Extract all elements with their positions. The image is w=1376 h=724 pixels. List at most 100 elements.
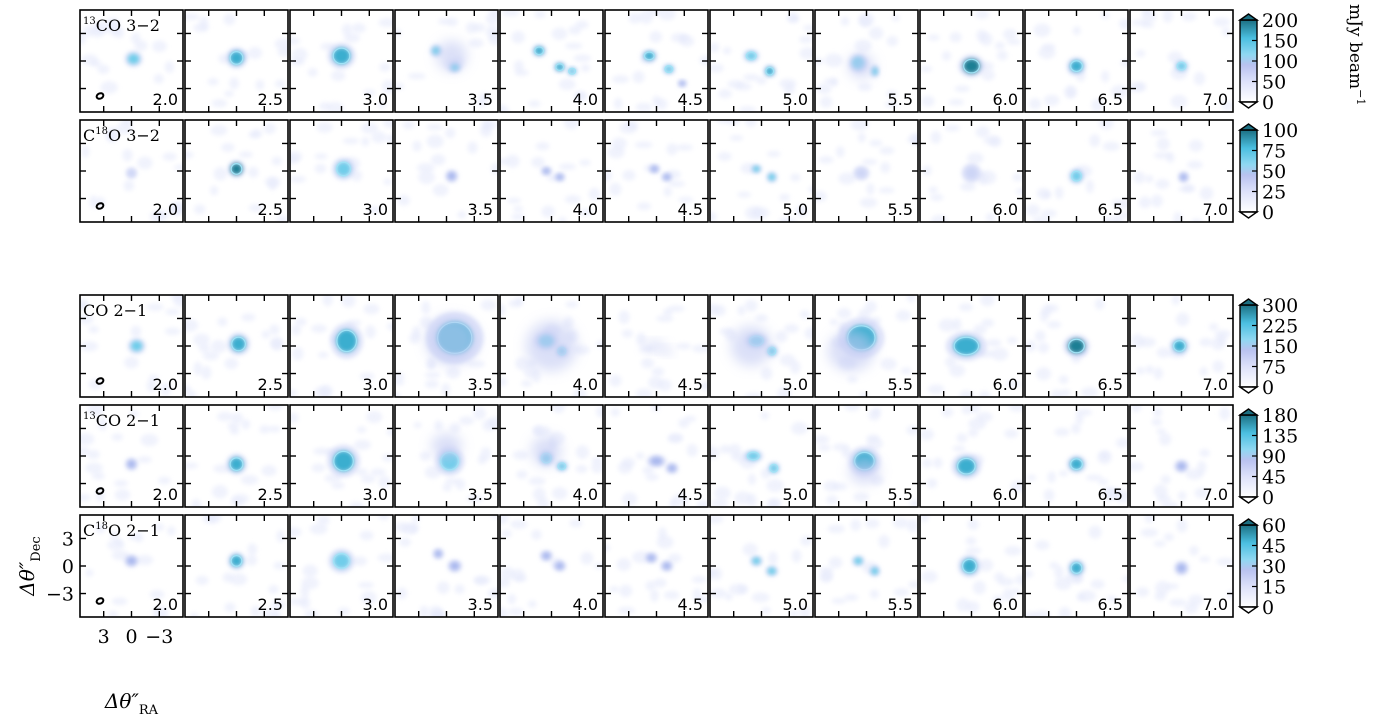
- noise-mark: [432, 184, 449, 197]
- noise-mark: [152, 40, 167, 53]
- noise-mark: [331, 481, 345, 490]
- noise-mark: [563, 120, 579, 130]
- noise-mark: [290, 412, 299, 423]
- diffuse-emission-mark: [431, 433, 462, 459]
- noise-mark: [425, 379, 439, 389]
- noise-mark: [976, 29, 987, 42]
- noise-mark: [1036, 187, 1051, 200]
- noise-mark: [766, 499, 780, 507]
- colorbar-tick-label: 75: [1262, 141, 1286, 163]
- noise-mark: [528, 100, 541, 108]
- noise-mark: [97, 64, 110, 75]
- noise-mark: [419, 451, 431, 461]
- noise-mark: [93, 21, 111, 35]
- noise-mark: [1102, 486, 1121, 497]
- noise-mark: [622, 169, 636, 181]
- noise-mark: [502, 10, 520, 17]
- velocity-label: 5.0: [783, 595, 808, 614]
- noise-mark: [979, 558, 994, 572]
- noise-mark: [1085, 474, 1103, 481]
- channel-panel: 5.0: [709, 9, 814, 113]
- noise-mark: [149, 589, 165, 600]
- noise-mark: [558, 163, 576, 171]
- velocity-label: 2.5: [258, 485, 283, 504]
- noise-mark: [1196, 460, 1207, 475]
- noise-mark: [605, 169, 613, 182]
- noise-mark: [304, 609, 319, 617]
- emission-mark: [667, 464, 677, 472]
- noise-mark: [465, 22, 478, 34]
- noise-mark: [1036, 367, 1051, 381]
- emission-mark: [957, 458, 976, 475]
- emission-mark: [1070, 562, 1083, 574]
- noise-mark: [511, 213, 525, 221]
- noise-mark: [378, 515, 390, 521]
- noise-mark: [1163, 533, 1174, 542]
- noise-mark: [961, 405, 974, 415]
- noise-mark: [880, 162, 891, 173]
- noise-mark: [941, 407, 954, 418]
- noise-mark: [291, 324, 302, 336]
- noise-mark: [965, 547, 982, 555]
- noise-mark: [314, 153, 328, 160]
- noise-mark: [829, 77, 839, 88]
- noise-mark: [124, 356, 139, 369]
- noise-mark: [1101, 11, 1110, 20]
- noise-mark: [481, 120, 491, 131]
- channel-panel: 4.5: [604, 404, 709, 508]
- velocity-label: 5.5: [888, 375, 913, 394]
- emission-contour-mark: [1071, 170, 1082, 182]
- noise-mark: [412, 140, 422, 152]
- emission-mark: [962, 558, 977, 574]
- emission-contour-mark: [568, 67, 577, 75]
- noise-mark: [564, 195, 581, 204]
- noise-mark: [716, 120, 729, 124]
- emission-mark: [856, 168, 867, 178]
- noise-mark: [246, 554, 258, 566]
- noise-mark: [411, 515, 420, 523]
- noise-mark: [100, 81, 118, 94]
- noise-mark: [501, 529, 512, 538]
- noise-mark: [1058, 375, 1069, 384]
- noise-mark: [738, 106, 757, 112]
- noise-mark: [513, 60, 524, 73]
- emission-contour-mark: [333, 553, 350, 569]
- noise-mark: [635, 452, 645, 460]
- noise-mark: [1081, 387, 1099, 397]
- noise-mark: [436, 581, 450, 594]
- noise-mark: [815, 190, 827, 203]
- colorbar-tick-label: 15: [1262, 577, 1286, 599]
- noise-mark: [967, 519, 979, 530]
- noise-mark: [507, 607, 525, 616]
- noise-mark: [446, 17, 458, 27]
- velocity-label: 6.0: [993, 485, 1018, 504]
- noise-mark: [383, 178, 392, 186]
- noise-mark: [1188, 594, 1204, 606]
- noise-mark: [467, 141, 478, 154]
- noise-mark: [442, 483, 452, 492]
- noise-mark: [268, 584, 279, 594]
- channel-panel: 6.0: [919, 514, 1024, 618]
- noise-mark: [457, 210, 467, 219]
- emission-mark: [332, 47, 351, 65]
- noise-mark: [385, 134, 393, 144]
- diffuse-emission-mark: [425, 316, 478, 366]
- channel-panel: 7.0: [1129, 119, 1234, 223]
- colorbar-extend-top: [1237, 518, 1260, 526]
- noise-mark: [815, 434, 830, 445]
- channel-panel: 2.0 CO 2−1: [79, 294, 184, 398]
- noise-mark: [909, 499, 918, 507]
- noise-mark: [617, 461, 633, 474]
- noise-mark: [565, 300, 579, 308]
- noise-mark: [828, 556, 843, 569]
- noise-mark: [945, 356, 957, 368]
- noise-mark: [986, 338, 1002, 348]
- noise-mark: [575, 20, 589, 30]
- emission-contour-mark: [956, 457, 976, 475]
- noise-mark: [248, 204, 264, 212]
- noise-mark: [87, 449, 100, 460]
- noise-mark: [837, 307, 852, 319]
